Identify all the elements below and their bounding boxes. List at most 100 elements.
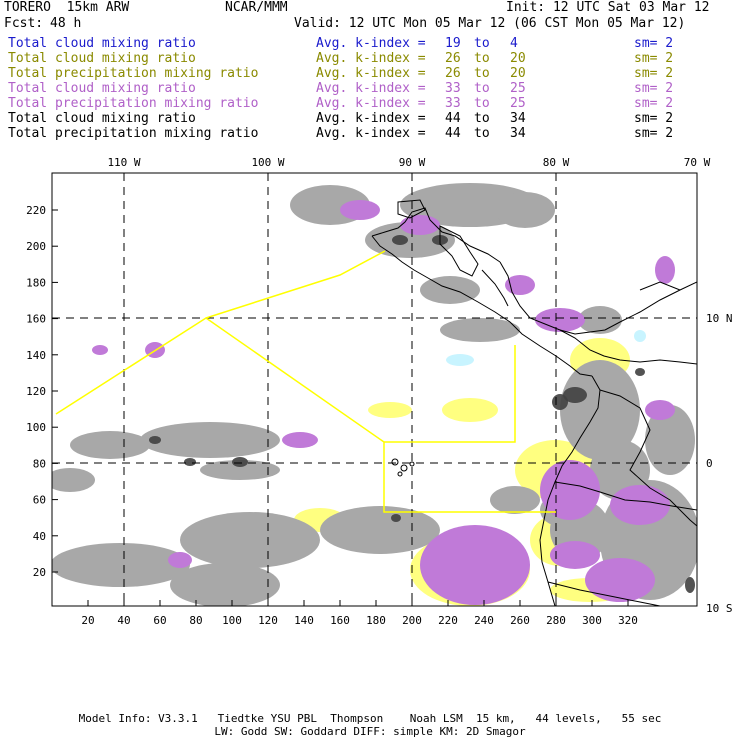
legend-field: Total cloud mixing ratio [8, 111, 196, 126]
gray-cloud-region [495, 192, 555, 228]
y-tick-label: 220 [26, 204, 46, 217]
legend-smoothing: sm= 2 [634, 36, 674, 51]
x-tick-label: 80 [189, 614, 202, 627]
forecast-hours: 48 h [50, 16, 82, 31]
legend-smoothing: sm= 2 [634, 66, 674, 81]
purple-cloud-region [92, 345, 108, 355]
yellow-cloud-region [368, 402, 412, 418]
init-time: Init: 12 UTC Sat 03 Mar 12 [506, 0, 710, 15]
x-tick-label: 260 [510, 614, 530, 627]
legend-to: 34 [510, 126, 526, 141]
y-tick-label: 140 [26, 349, 46, 362]
galapagos-islands [391, 458, 415, 477]
organization: NCAR/MMM [225, 0, 288, 15]
legend-stat: Avg. k-index = [316, 66, 426, 81]
gray-cloud-region [200, 460, 280, 480]
legend-smoothing: sm= 2 [634, 126, 674, 141]
legend-stat: Avg. k-index = [316, 36, 426, 51]
legend-stat: Avg. k-index = [316, 111, 426, 126]
purple-cloud-region [550, 541, 600, 569]
yellow-cloud-region [442, 398, 498, 422]
legend-smoothing: sm= 2 [634, 111, 674, 126]
model-info-line: Model Info: V3.3.1 Tiedtke YSU PBL Thomp… [78, 712, 662, 725]
legend-to-word: to [474, 111, 490, 126]
cyan-cloud-region [446, 354, 474, 366]
purple-cloud-region [610, 485, 670, 525]
gray-cloud-region [420, 276, 480, 304]
x-tick-label: 280 [546, 614, 566, 627]
legend-field: Total cloud mixing ratio [8, 51, 196, 66]
latitude-labels: 10 N 0 10 S [706, 312, 733, 615]
coastlines [371, 199, 697, 606]
map-frame [51, 172, 698, 607]
x-tick-label: 200 [402, 614, 422, 627]
dark-cloud-region [563, 387, 587, 403]
legend-to: 4 [510, 36, 518, 51]
legend-row: Total cloud mixing ratio Avg. k-index = 26… [8, 51, 738, 66]
purple-cloud-region [420, 525, 530, 605]
legend-row: Total precipitation mixing ratio Avg. k-i… [8, 126, 738, 141]
longitude-label: 110 W [107, 156, 140, 169]
y-tick-label: 200 [26, 240, 46, 253]
longitude-label: 100 W [251, 156, 284, 169]
legend-row: Total cloud mixing ratio Avg. k-index = 44… [8, 111, 738, 126]
legend-field: Total precipitation mixing ratio [8, 66, 259, 81]
valid-time: Valid: 12 UTC Mon 05 Mar 12 (06 CST Mon … [294, 16, 686, 31]
gray-cloud-region [140, 422, 280, 458]
purple-cloud-region [282, 432, 318, 448]
y-tick-label: 100 [26, 421, 46, 434]
x-tick-label: 20 [81, 614, 94, 627]
legend-field: Total precipitation mixing ratio [8, 126, 259, 141]
x-tick-label: 40 [117, 614, 130, 627]
gray-cloud-region [52, 468, 95, 492]
x-tick-label: 160 [330, 614, 350, 627]
x-tick-label: 300 [582, 614, 602, 627]
x-tick-label: 60 [153, 614, 166, 627]
x-tick-label: 140 [294, 614, 314, 627]
legend-to-word: to [474, 51, 490, 66]
x-tick-label: 100 [222, 614, 242, 627]
x-tick-label: 220 [438, 614, 458, 627]
grid-lines [52, 173, 697, 606]
legend-smoothing: sm= 2 [634, 81, 674, 96]
purple-cloud-region [535, 308, 585, 332]
x-tick-label: 120 [258, 614, 278, 627]
gray-cloud-region [440, 318, 520, 342]
legend-row: Total precipitation mixing ratio Avg. k-i… [8, 66, 738, 81]
legend-stat: Avg. k-index = [316, 81, 426, 96]
purple-cloud-region [585, 558, 655, 602]
purple-cloud-region [168, 552, 192, 568]
y-tick-label: 180 [26, 276, 46, 289]
y-axis-tick-labels: 20 40 60 80 100 120 140 160 180 200 220 [26, 204, 46, 579]
legend-row: Total precipitation mixing ratio Avg. k-i… [8, 96, 738, 111]
longitude-labels: 110 W 100 W 90 W 80 W 70 W [107, 156, 710, 169]
legend-from: 44 [445, 111, 461, 126]
y-tick-label: 80 [33, 457, 46, 470]
legend-to: 25 [510, 81, 526, 96]
gray-cloud-region [590, 440, 650, 500]
x-tick-label: 320 [618, 614, 638, 627]
dark-cloud-region [184, 458, 196, 466]
legend-to-word: to [474, 36, 490, 51]
dark-cloud-region [392, 235, 408, 245]
dark-cloud-region [391, 514, 401, 522]
dark-cloud-region [552, 394, 568, 410]
tick-marks [52, 209, 629, 606]
gray-cloud-region [70, 431, 150, 459]
gray-cloud-region [490, 486, 540, 514]
dark-cloud-region [685, 577, 695, 593]
longitude-label: 90 W [399, 156, 426, 169]
purple-cloud-region [340, 200, 380, 220]
purple-cloud-region [400, 215, 440, 235]
y-tick-label: 60 [33, 494, 46, 507]
y-tick-label: 160 [26, 313, 46, 326]
gray-cloud-region [320, 506, 440, 554]
legend-to-word: to [474, 66, 490, 81]
dark-cloud-region [232, 457, 248, 467]
legend-field: Total cloud mixing ratio [8, 81, 196, 96]
y-tick-label: 120 [26, 385, 46, 398]
legend-from: 33 [445, 81, 461, 96]
legend-stat: Avg. k-index = [316, 126, 426, 141]
legend-smoothing: sm= 2 [634, 51, 674, 66]
